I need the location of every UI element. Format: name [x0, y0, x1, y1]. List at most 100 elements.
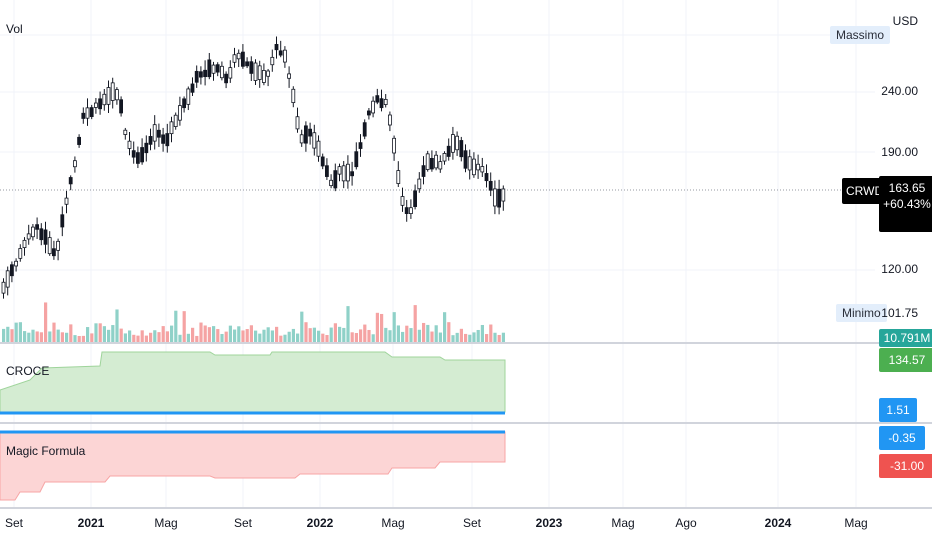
pane-title-magic-formula: Magic Formula — [6, 444, 86, 458]
volume-bar — [346, 306, 350, 342]
candle-body — [115, 89, 119, 101]
candle-body — [488, 180, 493, 191]
volume-bar — [476, 329, 480, 342]
candle-body — [26, 233, 31, 240]
volume-bar — [149, 332, 153, 342]
candle-body — [400, 196, 405, 206]
volume-bar — [359, 329, 363, 342]
candle-body — [467, 156, 472, 171]
candle-body — [434, 154, 439, 169]
volume-bar — [140, 330, 144, 342]
pane-title-vol: Vol — [6, 22, 23, 36]
volume-bar — [10, 329, 14, 342]
volume-bar — [73, 335, 77, 342]
volume-bar — [480, 324, 484, 342]
volume-bar — [308, 328, 312, 342]
candle-body — [1, 281, 6, 294]
candle-body — [492, 188, 497, 207]
candle-body — [308, 128, 313, 137]
candle-body — [110, 82, 115, 101]
volume-bar — [182, 311, 186, 342]
candle-body — [194, 70, 199, 83]
volume-bar — [81, 335, 85, 342]
candle-body — [81, 112, 86, 119]
volume-bar — [375, 312, 379, 342]
candle-body — [106, 87, 111, 105]
volume-bar — [405, 325, 409, 342]
candle-body — [215, 64, 220, 73]
volume-bar — [241, 330, 245, 342]
volume-bar — [438, 332, 442, 342]
volume-bar — [396, 325, 400, 342]
volume-bar — [98, 323, 102, 342]
candle-body — [148, 136, 153, 145]
candle-body — [22, 239, 27, 249]
volume-bar — [489, 324, 493, 342]
volume-bar — [65, 332, 69, 342]
volume-bar — [501, 332, 505, 342]
time-label: Set — [233, 516, 253, 530]
volume-bar — [447, 322, 451, 342]
candle-body — [14, 260, 19, 267]
volume-bar — [384, 327, 388, 342]
price-tick-1: 240.00 — [881, 84, 918, 98]
candle-body — [480, 166, 485, 173]
volume-bar — [102, 326, 106, 342]
candle-body — [152, 124, 157, 142]
volume-bar — [363, 324, 367, 342]
candle-body — [501, 188, 506, 202]
volume-bar — [300, 311, 304, 342]
volume-bar — [283, 334, 287, 342]
candle-body — [73, 160, 77, 168]
candle-body — [417, 178, 422, 190]
candle-body — [249, 61, 254, 74]
volume-bar — [94, 323, 98, 342]
candle-body — [224, 73, 229, 84]
volume-bar — [417, 329, 421, 342]
candle-body — [64, 197, 69, 205]
volume-bar — [342, 327, 346, 342]
candle-body — [362, 122, 367, 137]
time-label: Set — [462, 516, 482, 530]
candle-body — [375, 95, 380, 103]
candle-body — [383, 98, 388, 105]
candle-body — [337, 166, 342, 175]
currency-label[interactable]: USD — [892, 14, 918, 28]
candle-body — [35, 224, 39, 230]
candle-body — [228, 67, 233, 79]
candle-body — [5, 270, 10, 288]
volume-bar — [287, 331, 291, 342]
candle-body — [463, 150, 468, 169]
volume-bar — [329, 327, 333, 342]
volume-bar — [161, 326, 165, 342]
candle-body — [257, 65, 262, 80]
volume-bar — [459, 328, 463, 342]
volume-bar — [39, 332, 43, 342]
candle-body — [131, 150, 136, 158]
candle-body — [219, 65, 224, 79]
candle-body — [30, 226, 35, 238]
volume-bar — [333, 323, 337, 342]
volume-bar — [157, 332, 161, 342]
candle-body — [371, 100, 376, 114]
candle-body — [127, 140, 132, 149]
symbol-tag[interactable]: CRWD — [842, 178, 883, 204]
min-label-box: Minimo — [836, 304, 887, 322]
volume-bar — [128, 330, 132, 342]
candle-body — [89, 107, 94, 118]
candle-body — [173, 114, 178, 127]
price-tick-3: 120.00 — [881, 262, 918, 276]
volume-bar — [233, 329, 237, 342]
volume-bar — [6, 326, 10, 342]
indicator-lines — [0, 411, 505, 434]
volume-bar — [350, 332, 354, 342]
time-label: Mag — [381, 516, 405, 530]
volume-bar — [270, 330, 274, 342]
candle-body — [350, 171, 355, 177]
volume-bar — [254, 330, 258, 342]
time-label: 2022 — [306, 516, 334, 530]
volume-bar — [207, 327, 211, 342]
candle-body — [18, 248, 23, 259]
candle-body — [68, 177, 73, 185]
